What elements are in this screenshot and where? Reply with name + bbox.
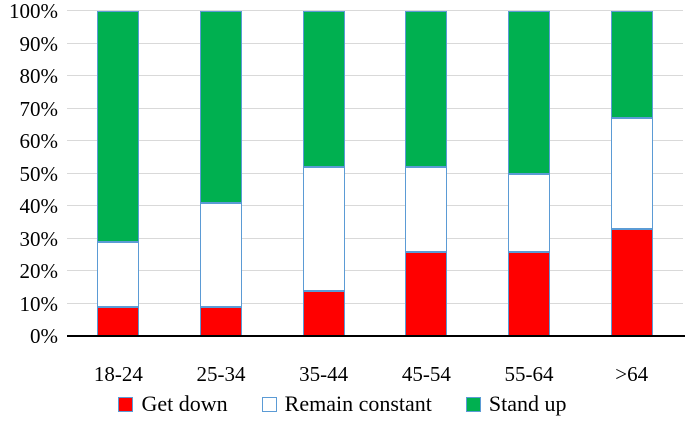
x-axis-label: 18-24 xyxy=(93,362,143,386)
bar-18-24 xyxy=(97,11,140,336)
bar-25-34 xyxy=(200,11,242,336)
legend-item-remain-constant: Remain constant xyxy=(261,391,432,417)
gridline xyxy=(67,140,683,141)
x-axis-label: 35-44 xyxy=(299,362,349,386)
bar-segment-remain-constant xyxy=(405,167,448,252)
x-axis-label: >64 xyxy=(615,362,649,386)
bar-segment-get-down xyxy=(405,251,448,336)
legend-label: Get down xyxy=(141,391,228,416)
y-axis-tick-label: 10% xyxy=(19,291,59,316)
legend: Get down Remain constant Stand up xyxy=(0,391,685,417)
bar-45-54 xyxy=(405,11,448,336)
bar-segment-get-down xyxy=(97,306,140,336)
y-axis-tick-label: 50% xyxy=(19,161,59,186)
gridline xyxy=(67,302,683,304)
legend-item-stand-up: Stand up xyxy=(465,391,567,417)
bar-segment-remain-constant xyxy=(508,173,550,252)
bar-segment-get-down xyxy=(508,251,550,336)
x-axis-label: 25-34 xyxy=(196,362,246,386)
y-axis-tick-label: 20% xyxy=(19,259,59,283)
bar-segment-stand-up xyxy=(610,11,653,119)
bar-segment-stand-up xyxy=(508,11,550,174)
legend-swatch-icon xyxy=(465,396,481,412)
x-axis-label: 55-64 xyxy=(504,362,554,386)
y-axis-tick-label: 60% xyxy=(19,129,59,153)
bar-segment-remain-constant xyxy=(610,118,653,229)
legend-item-get-down: Get down xyxy=(118,391,228,417)
x-axis-label: 45-54 xyxy=(401,362,451,386)
y-axis-tick-label: 40% xyxy=(19,194,59,218)
bar-segment-remain-constant xyxy=(97,241,140,307)
y-axis-tick-label: 0% xyxy=(30,324,58,348)
bar-55-64 xyxy=(508,11,550,336)
gridline xyxy=(67,270,683,271)
bar-segment-remain-constant xyxy=(200,202,242,307)
bar-segment-remain-constant xyxy=(302,167,345,291)
bar-segment-get-down xyxy=(610,228,653,336)
bar-segment-stand-up xyxy=(302,11,345,167)
bar-segment-stand-up xyxy=(405,11,448,167)
bar-64 xyxy=(610,11,653,336)
gridline xyxy=(67,75,683,76)
bar-35-44 xyxy=(302,11,345,336)
gridline xyxy=(67,107,683,109)
legend-label: Stand up xyxy=(488,391,567,416)
y-axis-tick-label: 90% xyxy=(19,31,59,56)
plot-area xyxy=(67,10,683,336)
gridline xyxy=(67,42,683,44)
gridline xyxy=(67,10,683,11)
legend-label: Remain constant xyxy=(284,391,432,416)
legend-swatch-icon xyxy=(118,396,134,412)
y-axis-tick-label: 100% xyxy=(9,0,58,23)
bar-segment-stand-up xyxy=(200,11,242,203)
legend-swatch-icon xyxy=(261,396,277,412)
gridline xyxy=(67,205,683,206)
bar-segment-get-down xyxy=(302,290,345,336)
gridline xyxy=(67,237,683,239)
y-axis-tick-label: 80% xyxy=(19,64,59,88)
y-axis-tick-label: 30% xyxy=(19,226,59,251)
x-axis-line xyxy=(67,335,685,337)
gridline xyxy=(67,172,683,174)
bar-segment-stand-up xyxy=(97,11,140,242)
y-axis-tick-label: 70% xyxy=(19,96,59,121)
bar-segment-get-down xyxy=(200,306,242,336)
